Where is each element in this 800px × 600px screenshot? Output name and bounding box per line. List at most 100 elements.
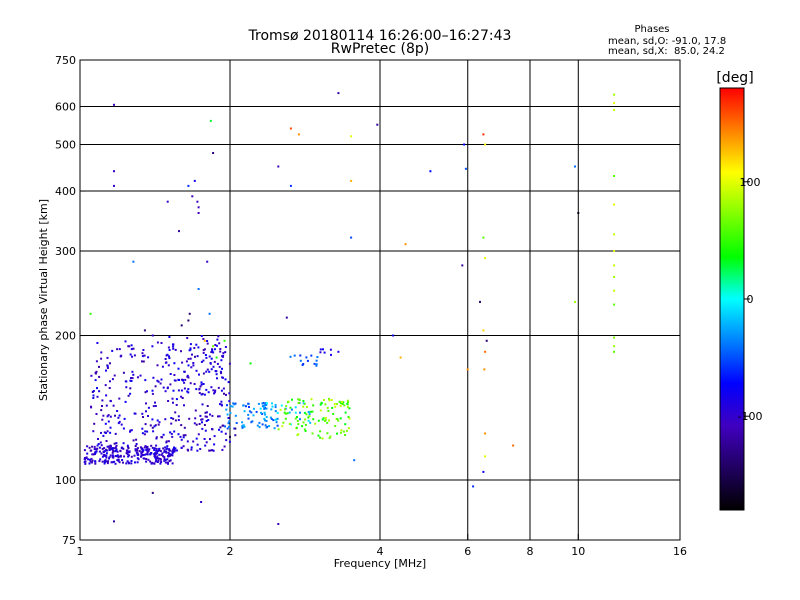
data-point [264, 402, 267, 404]
data-point [162, 386, 165, 389]
data-point [285, 316, 288, 319]
data-point [147, 449, 150, 452]
x-tick-label: 16 [673, 545, 687, 558]
data-point [143, 446, 146, 449]
data-point [201, 403, 204, 406]
data-point [180, 438, 183, 441]
data-point [304, 430, 307, 432]
data-point [197, 206, 200, 209]
data-point [151, 392, 154, 395]
data-point [134, 445, 137, 447]
data-point [156, 364, 159, 367]
data-point [319, 409, 322, 412]
data-point [251, 420, 254, 423]
data-point [289, 184, 292, 187]
data-point [156, 341, 159, 344]
data-point [205, 441, 208, 444]
data-point [613, 275, 616, 278]
data-point [234, 434, 237, 437]
data-point [207, 391, 210, 394]
data-point [261, 423, 264, 426]
data-point [301, 425, 304, 428]
data-point [248, 406, 250, 408]
data-point [172, 417, 175, 420]
data-point [229, 435, 231, 438]
data-point [181, 361, 184, 364]
data-point [274, 418, 277, 421]
data-point [347, 401, 349, 403]
data-point [92, 390, 95, 392]
data-point [264, 424, 267, 427]
data-point [155, 437, 158, 440]
data-point [188, 312, 191, 315]
data-point [228, 400, 231, 403]
data-point [90, 457, 93, 460]
data-point [225, 393, 227, 396]
data-point [111, 378, 114, 381]
data-point [146, 453, 149, 456]
data-point [90, 374, 93, 377]
data-point [187, 388, 190, 391]
data-point [326, 406, 329, 409]
data-point [163, 458, 166, 460]
data-point [195, 369, 198, 372]
data-point [209, 362, 212, 364]
data-point [104, 460, 107, 463]
data-point [131, 355, 133, 358]
data-point [222, 387, 225, 390]
data-point [100, 357, 103, 360]
data-point [218, 415, 221, 418]
data-point [314, 422, 317, 425]
data-point [115, 449, 118, 451]
data-point [304, 423, 307, 426]
data-point [233, 403, 236, 406]
data-point [153, 453, 156, 455]
data-point [331, 406, 334, 409]
data-point [130, 344, 133, 347]
data-point [96, 342, 99, 344]
data-point [263, 408, 266, 410]
data-point [466, 368, 469, 371]
data-point [172, 389, 175, 392]
data-point [613, 93, 616, 96]
data-point [102, 414, 105, 417]
data-point [141, 447, 144, 450]
data-point [482, 133, 485, 136]
data-point [86, 452, 89, 455]
data-point [174, 348, 177, 351]
data-point [308, 413, 311, 416]
data-point [324, 419, 327, 422]
data-point [280, 404, 283, 407]
data-point [392, 334, 395, 337]
data-point [577, 212, 580, 214]
data-point [129, 353, 132, 356]
data-point [328, 399, 331, 402]
data-point [227, 422, 230, 425]
colorbar [719, 87, 745, 511]
data-point [207, 419, 210, 421]
data-point [154, 460, 157, 463]
data-point [613, 303, 616, 306]
data-point [217, 415, 219, 418]
data-point [197, 433, 200, 436]
data-point [303, 428, 306, 431]
data-point [106, 449, 109, 452]
data-point [85, 457, 88, 460]
data-point [109, 444, 112, 447]
data-point [104, 384, 107, 387]
data-point [293, 354, 296, 357]
data-point [113, 374, 116, 377]
data-point [264, 403, 267, 406]
colorbar-label: [deg] [716, 70, 753, 86]
data-point [306, 405, 308, 408]
data-point [284, 417, 287, 420]
data-point [158, 447, 161, 450]
data-point [109, 431, 112, 434]
data-point [101, 418, 104, 421]
data-point [126, 444, 129, 447]
data-point [220, 372, 223, 375]
data-point [241, 426, 244, 429]
data-point [96, 444, 99, 447]
data-point [122, 371, 125, 374]
data-point [213, 360, 216, 363]
